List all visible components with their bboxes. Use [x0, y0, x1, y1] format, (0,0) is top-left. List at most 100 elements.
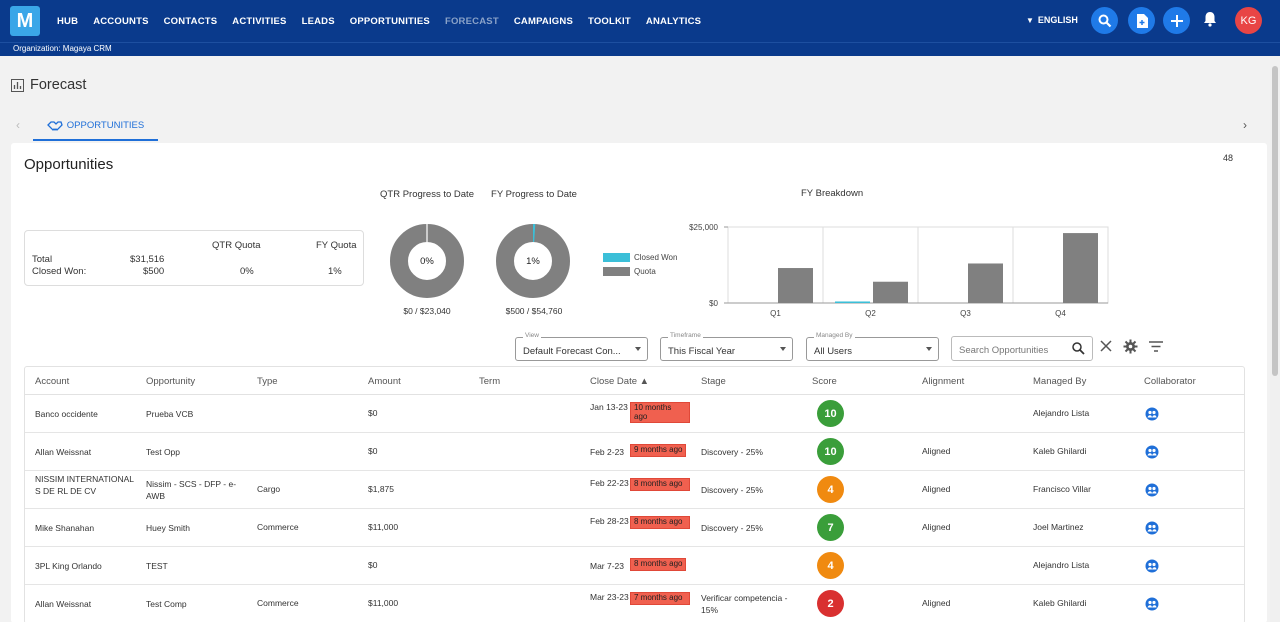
timeframe-select[interactable]: Timeframe This Fiscal Year — [660, 332, 793, 361]
managed-by-label: Managed By — [814, 332, 855, 339]
nav-campaigns[interactable]: CAMPAIGNS — [513, 15, 573, 27]
nav-opportunities[interactable]: OPPORTUNITIES — [349, 15, 430, 27]
col-amount[interactable]: Amount — [368, 376, 401, 387]
score-badge: 4 — [817, 552, 844, 579]
nav-leads[interactable]: LEADS — [301, 15, 335, 27]
collaborator-icon[interactable] — [1145, 483, 1159, 499]
stage-cell: Discovery - 25% — [701, 485, 763, 495]
timeframe-value: This Fiscal Year — [668, 346, 736, 357]
stage-cell: Verificar competencia - 15% — [701, 593, 788, 615]
managed-by-select[interactable]: Managed By All Users — [806, 332, 939, 361]
col-collaborator[interactable]: Collaborator — [1144, 376, 1196, 387]
y-tick-zero: $0 — [709, 299, 718, 308]
managed-by-cell: Kaleb Ghilardi — [1033, 446, 1087, 456]
search-placeholder: Search Opportunities — [959, 345, 1049, 356]
col-managed-by[interactable]: Managed By — [1033, 376, 1087, 387]
type-cell: Commerce — [257, 522, 299, 532]
view-select[interactable]: View Default Forecast Con... — [515, 332, 648, 361]
col-stage[interactable]: Stage — [701, 376, 726, 387]
bar-quota-q2[interactable] — [873, 281, 908, 303]
collaborator-icon[interactable] — [1145, 445, 1159, 461]
col-score[interactable]: Score — [812, 376, 837, 387]
col-opportunity[interactable]: Opportunity — [146, 376, 196, 387]
plus-icon — [1170, 14, 1183, 27]
nav-forecast[interactable]: FORECAST — [444, 15, 499, 27]
close-date-cell: Mar 7-23 — [590, 561, 625, 571]
new-document-button[interactable] — [1128, 7, 1155, 34]
table-row[interactable]: 3PL King Orlando TEST $0 Mar 7-23 Alejandro … — [25, 547, 1244, 585]
clear-icon[interactable] — [1100, 340, 1112, 352]
collaborator-icon[interactable] — [1145, 597, 1159, 613]
chevron-left-icon[interactable]: ‹ — [16, 118, 20, 132]
bar-quota-q1[interactable] — [778, 268, 813, 303]
chevron-right-icon[interactable]: › — [1243, 118, 1247, 132]
alignment-cell: Aligned — [922, 598, 951, 608]
amount-cell: $0 — [368, 560, 378, 570]
nav-analytics[interactable]: ANALYTICS — [645, 15, 702, 27]
search-button[interactable] — [1091, 7, 1118, 34]
relative-date-badge: 9 months ago — [630, 444, 687, 457]
opportunity-cell: TEST — [146, 561, 168, 571]
tab-bar: ‹ OPPORTUNITIES › — [0, 112, 1270, 142]
notifications-button[interactable] — [1203, 11, 1217, 32]
qtr-progress-donut: 0% — [390, 224, 464, 298]
managed-by-cell: Joel Martinez — [1033, 522, 1084, 532]
managed-by-cell: Francisco Villar — [1033, 484, 1091, 494]
table-row[interactable]: Allan Weissnat Test Comp Commerce $11,000 Ma… — [25, 585, 1244, 622]
col-account[interactable]: Account — [35, 376, 70, 387]
scrollbar-thumb[interactable] — [1272, 66, 1278, 376]
col-alignment[interactable]: Alignment — [922, 376, 965, 387]
user-avatar[interactable]: KG — [1235, 7, 1262, 34]
page-title-text: Forecast — [30, 77, 87, 93]
account-cell: Mike Shanahan — [35, 523, 95, 533]
filter-icon[interactable] — [1149, 341, 1163, 352]
gear-icon[interactable] — [1123, 339, 1138, 354]
add-button[interactable] — [1163, 7, 1190, 34]
nav-links: HUB ACCOUNTS CONTACTS ACTIVITIES LEADS O… — [57, 0, 716, 42]
nav-activities[interactable]: ACTIVITIES — [232, 15, 287, 27]
relative-date-badge: 8 months ago — [630, 516, 690, 529]
language-selector[interactable]: ▼ ENGLISH — [1026, 15, 1078, 25]
app-logo[interactable]: M — [10, 6, 40, 36]
relative-date-badge: 8 months ago — [630, 478, 690, 491]
nav-toolkit[interactable]: TOOLKIT — [587, 15, 631, 27]
chevron-down-icon: ▼ — [1026, 16, 1034, 25]
dropdown-caret-icon — [635, 347, 641, 351]
page-scrollbar[interactable] — [1270, 56, 1280, 622]
col-type[interactable]: Type — [257, 376, 278, 387]
table-row[interactable]: Mike Shanahan Huey Smith Commerce $11,000 Fe… — [25, 509, 1244, 547]
col-close-date[interactable]: Close Date ▲ — [590, 376, 650, 387]
close-date-cell: Jan 13-23 — [590, 402, 628, 412]
nav-hub[interactable]: HUB — [57, 15, 79, 27]
collaborator-icon[interactable] — [1145, 407, 1159, 423]
qtr-progress-sub: $0 / $23,040 — [403, 306, 451, 316]
tab-opportunities[interactable]: OPPORTUNITIES — [33, 112, 158, 141]
bar-closed-won-q2[interactable] — [835, 301, 870, 303]
fy-breakdown-chart: $25,000 $0 Q1 Q2 Q3 Q4 — [689, 223, 1109, 318]
nav-accounts[interactable]: ACCOUNTS — [93, 15, 149, 27]
table-row[interactable]: NISSIM INTERNATIONAL S DE RL DE CV Nissim… — [25, 471, 1244, 509]
table-row[interactable]: Allan Weissnat Test Opp $0 Feb 2-23 Discover… — [25, 433, 1244, 471]
close-date-cell: Feb 28-23 — [590, 516, 629, 526]
legend-closed-won-label: Closed Won — [634, 253, 678, 262]
search-input[interactable]: Search Opportunities — [951, 336, 1093, 361]
collaborator-icon[interactable] — [1145, 521, 1159, 537]
col-term[interactable]: Term — [479, 376, 501, 387]
fy-progress-donut: 1% — [496, 224, 570, 298]
bar-quota-q3[interactable] — [968, 263, 1003, 303]
view-value: Default Forecast Con... — [523, 346, 621, 357]
collaborator-icon[interactable] — [1145, 559, 1159, 575]
view-label: View — [523, 332, 541, 339]
close-date-cell: Feb 2-23 — [590, 447, 625, 457]
amount-cell: $0 — [368, 446, 378, 456]
x-tick-label: Q1 — [770, 309, 781, 318]
relative-date-badge: 10 months ago — [630, 402, 690, 423]
handshake-icon — [46, 120, 63, 131]
bar-quota-q4[interactable] — [1063, 233, 1098, 303]
fy-quota-header: FY Quota — [316, 240, 357, 251]
alignment-cell: Aligned — [922, 446, 951, 456]
relative-date-badge: 7 months ago — [630, 592, 690, 605]
type-cell: Commerce — [257, 598, 299, 608]
table-row[interactable]: Banco occidente Prueba VCB $0 Jan 13-23 Alej… — [25, 395, 1244, 433]
nav-contacts[interactable]: CONTACTS — [163, 15, 218, 27]
